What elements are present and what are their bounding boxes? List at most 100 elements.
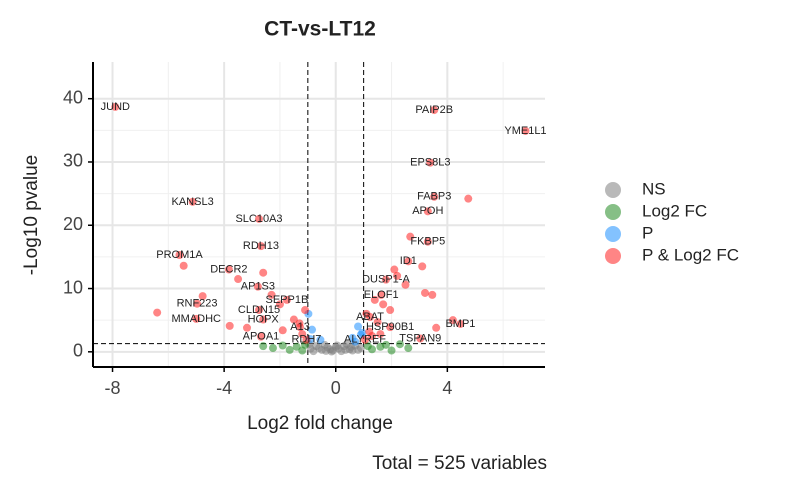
- point-label: HSP90B1: [366, 321, 414, 333]
- point-label: BMP1: [445, 318, 475, 330]
- point-label: JUND: [101, 101, 130, 113]
- point-label: PROM1A: [156, 249, 203, 261]
- point: [153, 308, 162, 317]
- point: [456, 319, 465, 328]
- point: [193, 299, 202, 308]
- point: [256, 332, 265, 341]
- point: [253, 282, 262, 291]
- point-label: ELOF1: [364, 289, 399, 301]
- point: [381, 340, 390, 349]
- point: [255, 306, 264, 315]
- point-label: FKBP5: [410, 236, 445, 248]
- point: [234, 275, 243, 284]
- point-label: TSPAN9: [399, 332, 441, 344]
- point: [416, 334, 425, 343]
- caption: Total = 525 variables: [372, 453, 547, 474]
- point-label: SEPP1B: [266, 294, 309, 306]
- x-tick-label: -8: [105, 378, 121, 398]
- point: [289, 315, 298, 324]
- point: [302, 335, 311, 344]
- point: [386, 306, 395, 315]
- point: [315, 344, 323, 353]
- point: [428, 290, 437, 299]
- point: [430, 192, 439, 201]
- point: [354, 322, 363, 331]
- point: [370, 295, 379, 304]
- point: [111, 102, 120, 111]
- point-label: ALYREF: [344, 334, 386, 346]
- point: [404, 257, 413, 266]
- point: [351, 337, 360, 346]
- legend-swatch: [605, 248, 621, 264]
- legend-swatch: [605, 204, 621, 220]
- point: [381, 275, 390, 284]
- point-label: AP1S3: [241, 281, 275, 293]
- point: [275, 300, 284, 309]
- point: [188, 197, 197, 206]
- point: [401, 280, 410, 289]
- point: [395, 340, 404, 349]
- point: [198, 292, 207, 301]
- legend-swatch: [605, 182, 621, 198]
- legend-label: P: [642, 223, 653, 242]
- x-tick-label: -4: [216, 378, 232, 398]
- point: [308, 325, 317, 334]
- legend-label: NS: [642, 179, 666, 198]
- point: [256, 242, 265, 251]
- point-label: ID1: [400, 255, 417, 267]
- y-tick-label: 10: [63, 277, 83, 297]
- point: [301, 306, 310, 315]
- point: [390, 265, 399, 274]
- point: [224, 265, 233, 274]
- point: [386, 323, 395, 332]
- point: [225, 321, 234, 330]
- point: [423, 237, 432, 246]
- x-tick-label: 4: [442, 378, 452, 398]
- point: [333, 341, 342, 350]
- point: [347, 343, 356, 352]
- legend-label: P & Log2 FC: [642, 245, 739, 264]
- point: [393, 271, 402, 280]
- point: [362, 309, 371, 318]
- point: [259, 315, 268, 324]
- point-label: RDH13: [243, 240, 279, 252]
- point-label: APOA1: [243, 331, 280, 343]
- point-label: RNF223: [177, 298, 218, 310]
- point: [448, 316, 457, 325]
- point-label: MMADHC: [171, 313, 221, 325]
- point-label: HOPX: [248, 313, 280, 325]
- point-label: SLC10A3: [235, 213, 282, 225]
- x-tick-label: 0: [331, 378, 341, 398]
- point-label: DECR2: [210, 263, 247, 275]
- point: [321, 346, 330, 355]
- point: [268, 344, 277, 353]
- point-label: PAIP2B: [415, 104, 453, 116]
- point-label: DUSP1-A: [362, 274, 410, 286]
- chart-title: CT-vs-LT12: [264, 18, 376, 41]
- point: [387, 346, 396, 355]
- point: [259, 342, 268, 351]
- point: [316, 335, 325, 344]
- legend-label: Log2 FC: [642, 201, 707, 220]
- point: [418, 262, 427, 271]
- point: [404, 344, 413, 353]
- point-label: YME1L1: [504, 125, 546, 137]
- point-label: APOH: [412, 205, 443, 217]
- point-label: RDH7: [291, 334, 321, 346]
- y-tick-label: 0: [73, 341, 83, 361]
- point: [292, 342, 301, 351]
- x-axis-label: Log2 fold change: [247, 413, 393, 434]
- point-label: EPS8L3: [410, 157, 450, 169]
- y-tick-label: 30: [63, 151, 83, 171]
- point: [376, 330, 385, 339]
- point-label: A13: [290, 321, 310, 333]
- point: [406, 232, 415, 241]
- point: [192, 314, 201, 323]
- point: [175, 250, 184, 259]
- point: [282, 295, 291, 304]
- point: [432, 323, 441, 332]
- point: [259, 268, 268, 277]
- point: [377, 290, 386, 299]
- point: [358, 328, 367, 337]
- y-tick-label: 40: [63, 87, 83, 107]
